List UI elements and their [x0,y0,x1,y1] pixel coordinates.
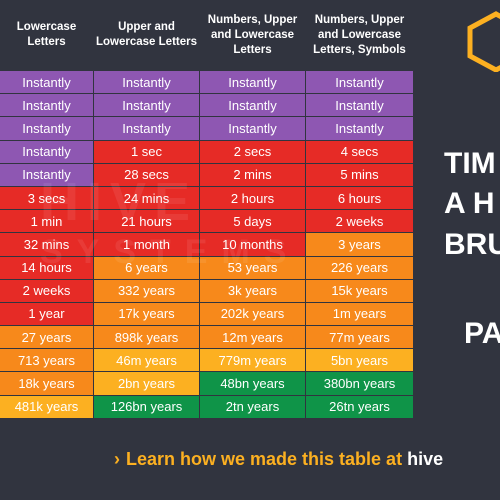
table-cell: 1 sec [94,140,199,163]
table-cell: 46m years [94,349,199,372]
table-cell: 898k years [94,326,199,349]
table-cell: 2bn years [94,372,199,395]
table-cell: 1 min [0,210,93,233]
table-cell: Instantly [0,71,93,94]
table-cell: 6 hours [306,186,413,210]
table-cell: 5 mins [306,163,413,186]
table-cell: 779m years [200,349,305,372]
title-fragment-1: TIM [444,147,496,180]
table-cell: 713 years [0,349,93,372]
column-header-upper-lower: Upper and Lowercase Letters [96,21,197,48]
hexagon-icon [467,11,500,72]
table-cell: Instantly [200,94,305,117]
table-cell: 1m years [306,302,413,326]
title-fragment-4: PA [464,317,500,350]
table-cell: Instantly [94,94,199,117]
table-cell: 332 years [94,279,199,302]
table-cell: 1 year [0,302,93,326]
table-cell: 2 weeks [306,210,413,233]
table-cell: 3k years [200,279,305,302]
table-cell: 24 mins [94,186,199,210]
table-cell: 2 mins [200,163,305,186]
table-cell: Instantly [0,117,93,140]
footer-text: Learn how we made this table at [126,449,403,469]
table-cell: 5 days [200,210,305,233]
table-cell: Instantly [306,94,413,117]
table-cell: 32 mins [0,233,93,256]
table-cell: 2 hours [200,186,305,210]
table-cell: 2 secs [200,140,305,163]
table-cell: 10 months [200,233,305,256]
table-cell: 380bn years [306,372,413,395]
table-cell: Instantly [0,140,93,163]
table-cell: 26tn years [306,395,413,418]
footer-link-text[interactable]: › Learn how we made this table at hive [114,449,443,470]
table-cell: Instantly [306,117,413,140]
table-cell: 27 years [0,326,93,349]
table-cell: Instantly [0,163,93,186]
column-header-numbers-upper-lower: Numbers, Upper and Lowercase Letters [207,13,298,56]
crack-time-table: Instantly Instantly Instantly Instantly Inst… [0,71,413,418]
table-cell: 15k years [306,279,413,302]
table-cell: 3 years [306,233,413,256]
table-cell: Instantly [0,94,93,117]
table-cell: 77m years [306,326,413,349]
table-cell: 126bn years [94,395,199,418]
column-header-lowercase: Lowercase Letters [16,21,77,48]
table-cell: Instantly [306,71,413,94]
table-cell: Instantly [200,117,305,140]
table-cell: 2tn years [200,395,305,418]
table-cell: 21 hours [94,210,199,233]
table-cell: 202k years [200,302,305,326]
table-cell: Instantly [94,71,199,94]
table-cell: 1 month [94,233,199,256]
column-header-numbers-upper-lower-symbols: Numbers, Upper and Lowercase Letters, Sy… [313,13,406,56]
table-cell: 4 secs [306,140,413,163]
table-cell: 53 years [200,256,305,279]
table-cell: 14 hours [0,256,93,279]
table-cell: 6 years [94,256,199,279]
table-cell: 12m years [200,326,305,349]
chevron-right-icon: › [114,449,120,469]
table-cell: 481k years [0,395,93,418]
table-cell: 226 years [306,256,413,279]
table-header: Lowercase Letters Upper and Lowercase Le… [0,0,412,70]
table-cell: 28 secs [94,163,199,186]
table-cell: Instantly [94,117,199,140]
title-fragment-2: A H [444,187,495,220]
table-cell: Instantly [200,71,305,94]
table-cell: 17k years [94,302,199,326]
title-fragment-3: BRU [444,228,500,261]
table-cell: 2 weeks [0,279,93,302]
table-cell: 48bn years [200,372,305,395]
footer-site-link[interactable]: hive [407,449,444,469]
table-cell: 5bn years [306,349,413,372]
table-cell: 3 secs [0,186,93,210]
table-cell: 18k years [0,372,93,395]
